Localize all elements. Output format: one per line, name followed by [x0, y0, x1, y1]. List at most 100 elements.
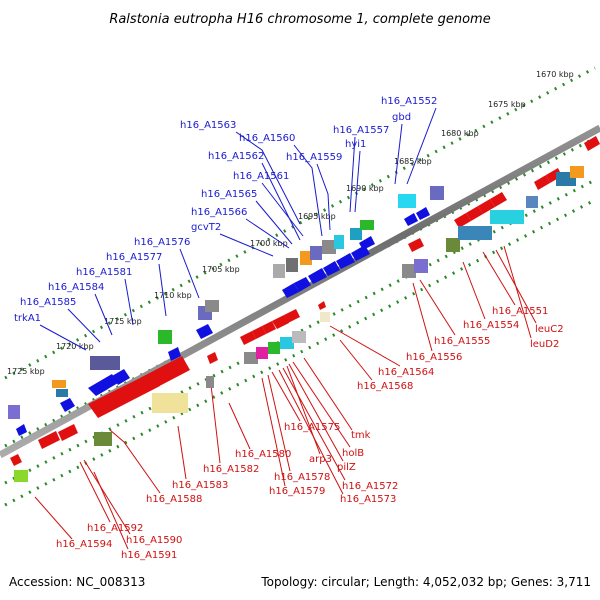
gene-arrow[interactable] [416, 207, 430, 220]
gene-arrow[interactable] [404, 213, 418, 226]
gene-arrow[interactable] [351, 245, 370, 261]
gene-label-h16-A1594[interactable]: h16_A1594 [56, 539, 112, 550]
gene-label-h16-A1565[interactable]: h16_A1565 [201, 189, 257, 200]
gene-arrow[interactable] [140, 356, 190, 392]
feature-block[interactable] [206, 376, 214, 388]
gene-label-gcvT2[interactable]: gcvT2 [191, 222, 221, 233]
gene-label-h16-A1584[interactable]: h16_A1584 [48, 282, 104, 293]
feature-block[interactable] [286, 258, 298, 272]
gene-label-h16-A1560[interactable]: h16_A1560 [239, 133, 295, 144]
gene-arrow[interactable] [282, 283, 299, 298]
gene-label-h16-A1563[interactable]: h16_A1563 [180, 120, 236, 131]
gene-label-h16-A1551[interactable]: h16_A1551 [492, 306, 548, 317]
feature-block[interactable] [256, 347, 268, 359]
feature-block[interactable] [350, 228, 362, 240]
gene-label-h16-A1575[interactable]: h16_A1575 [284, 422, 340, 433]
gene-arrow[interactable] [584, 136, 600, 151]
gene-label-h16-A1590[interactable]: h16_A1590 [126, 535, 182, 546]
gene-label-h16-A1555[interactable]: h16_A1555 [434, 336, 490, 347]
feature-block[interactable] [458, 226, 492, 240]
gene-arrow[interactable] [534, 175, 550, 190]
feature-block[interactable] [56, 389, 68, 397]
feature-block[interactable] [52, 380, 66, 388]
gene-label-h16-A1559[interactable]: h16_A1559 [286, 152, 342, 163]
gene-arrow[interactable] [454, 213, 471, 228]
gene-arrow[interactable] [207, 352, 218, 364]
gene-arrow[interactable] [10, 454, 22, 466]
gene-label-h16-A1573[interactable]: h16_A1573 [340, 494, 396, 505]
gene-label-h16-A1572[interactable]: h16_A1572 [342, 481, 398, 492]
gene-label-h16-A1564[interactable]: h16_A1564 [378, 367, 434, 378]
gene-arrow[interactable] [323, 261, 340, 276]
gene-label-leuD2[interactable]: leuD2 [530, 339, 559, 350]
feature-block[interactable] [490, 210, 524, 224]
gene-label-h16-A1561[interactable]: h16_A1561 [233, 171, 289, 182]
gene-label-h16-A1578[interactable]: h16_A1578 [274, 472, 330, 483]
gene-arrow[interactable] [38, 431, 60, 449]
gene-label-leuC2[interactable]: leuC2 [535, 324, 564, 335]
gene-arrow[interactable] [308, 268, 327, 284]
gene-label-h16-A1591[interactable]: h16_A1591 [121, 550, 177, 561]
gene-label-h16-A1582[interactable]: h16_A1582 [203, 464, 259, 475]
gene-label-h16-A1592[interactable]: h16_A1592 [87, 523, 143, 534]
gene-arrow[interactable] [546, 168, 562, 183]
gene-arrow[interactable] [88, 373, 160, 418]
gene-arrow[interactable] [478, 199, 495, 214]
gene-label-h16-A1581[interactable]: h16_A1581 [76, 267, 132, 278]
gene-label-h16-A1566[interactable]: h16_A1566 [191, 207, 247, 218]
feature-block[interactable] [280, 337, 294, 349]
gene-arrow[interactable] [336, 253, 355, 269]
feature-block[interactable] [414, 259, 428, 273]
gene-label-h16-A1588[interactable]: h16_A1588 [146, 494, 202, 505]
feature-block[interactable] [526, 196, 538, 208]
feature-block[interactable] [244, 352, 258, 364]
feature-block[interactable] [310, 246, 322, 260]
gene-label-holB[interactable]: holB [342, 448, 364, 459]
feature-block[interactable] [90, 356, 120, 370]
feature-block[interactable] [292, 331, 306, 343]
feature-block[interactable] [300, 251, 312, 265]
feature-block[interactable] [402, 264, 416, 278]
gene-arrow[interactable] [60, 398, 75, 412]
gene-label-h16-A1577[interactable]: h16_A1577 [106, 252, 162, 263]
feature-block[interactable] [94, 432, 112, 446]
feature-block[interactable] [158, 330, 172, 344]
feature-block[interactable] [8, 405, 20, 419]
gene-label-pilZ[interactable]: pilZ [337, 462, 356, 473]
gene-arrow[interactable] [284, 309, 300, 323]
feature-block[interactable] [360, 220, 374, 230]
gene-arrow[interactable] [408, 238, 424, 252]
gene-arrow[interactable] [168, 347, 181, 361]
feature-block[interactable] [570, 166, 584, 178]
feature-block[interactable] [273, 264, 285, 278]
gene-label-h16-A1557[interactable]: h16_A1557 [333, 125, 389, 136]
gene-label-arp3[interactable]: arp3 [309, 454, 332, 465]
gene-arrow[interactable] [262, 321, 276, 334]
gene-label-h16-A1576[interactable]: h16_A1576 [134, 237, 190, 248]
gene-label-h16-A1580[interactable]: h16_A1580 [235, 449, 291, 460]
gene-label-tmk[interactable]: tmk [351, 430, 371, 441]
feature-block[interactable] [430, 186, 444, 200]
gene-label-h16-A1583[interactable]: h16_A1583 [172, 480, 228, 491]
gene-arrow[interactable] [359, 236, 375, 250]
gene-label-h16-A1552[interactable]: h16_A1552 [381, 96, 437, 107]
gene-arrow[interactable] [490, 192, 507, 207]
gene-arrow[interactable] [240, 331, 256, 345]
gene-label-h16-A1579[interactable]: h16_A1579 [269, 486, 325, 497]
gene-label-hyi1[interactable]: hyi1 [345, 139, 366, 150]
gene-label-h16-A1585[interactable]: h16_A1585 [20, 297, 76, 308]
gene-arrow[interactable] [16, 424, 27, 436]
feature-block[interactable] [334, 235, 344, 249]
gene-label-trkA1[interactable]: trkA1 [14, 313, 41, 324]
feature-block[interactable] [268, 342, 280, 354]
feature-block[interactable] [320, 312, 330, 322]
feature-block[interactable] [398, 194, 416, 208]
feature-block[interactable] [446, 238, 460, 252]
gene-arrow[interactable] [252, 326, 266, 339]
gene-label-h16-A1554[interactable]: h16_A1554 [463, 320, 519, 331]
gene-label-h16-A1562[interactable]: h16_A1562 [208, 151, 264, 162]
feature-block[interactable] [322, 240, 336, 254]
gene-arrow[interactable] [196, 324, 213, 339]
gene-arrow[interactable] [318, 301, 326, 310]
gene-label-gbd[interactable]: gbd [392, 112, 411, 123]
